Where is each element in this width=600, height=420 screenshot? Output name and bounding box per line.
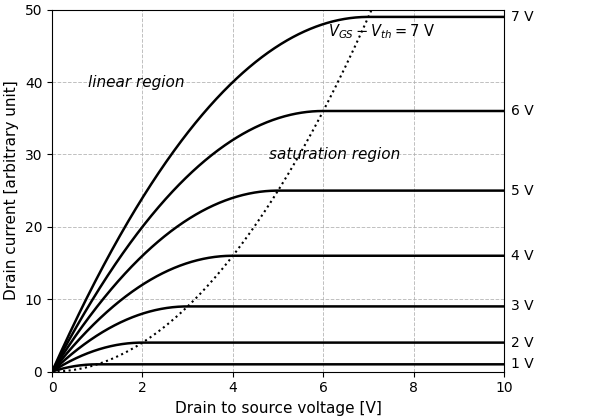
Text: saturation region: saturation region xyxy=(269,147,400,162)
Text: $V_{GS}-V_{th}=7\ \mathrm{V}$: $V_{GS}-V_{th}=7\ \mathrm{V}$ xyxy=(328,22,436,41)
Text: 7 V: 7 V xyxy=(511,10,533,24)
X-axis label: Drain to source voltage [V]: Drain to source voltage [V] xyxy=(175,401,382,416)
Text: 2 V: 2 V xyxy=(511,336,533,349)
Text: 3 V: 3 V xyxy=(511,299,533,313)
Text: linear region: linear region xyxy=(88,74,185,89)
Text: 4 V: 4 V xyxy=(511,249,533,263)
Text: 6 V: 6 V xyxy=(511,104,533,118)
Y-axis label: Drain current [arbitrary unit]: Drain current [arbitrary unit] xyxy=(4,81,19,300)
Text: 5 V: 5 V xyxy=(511,184,533,198)
Text: 1 V: 1 V xyxy=(511,357,533,371)
